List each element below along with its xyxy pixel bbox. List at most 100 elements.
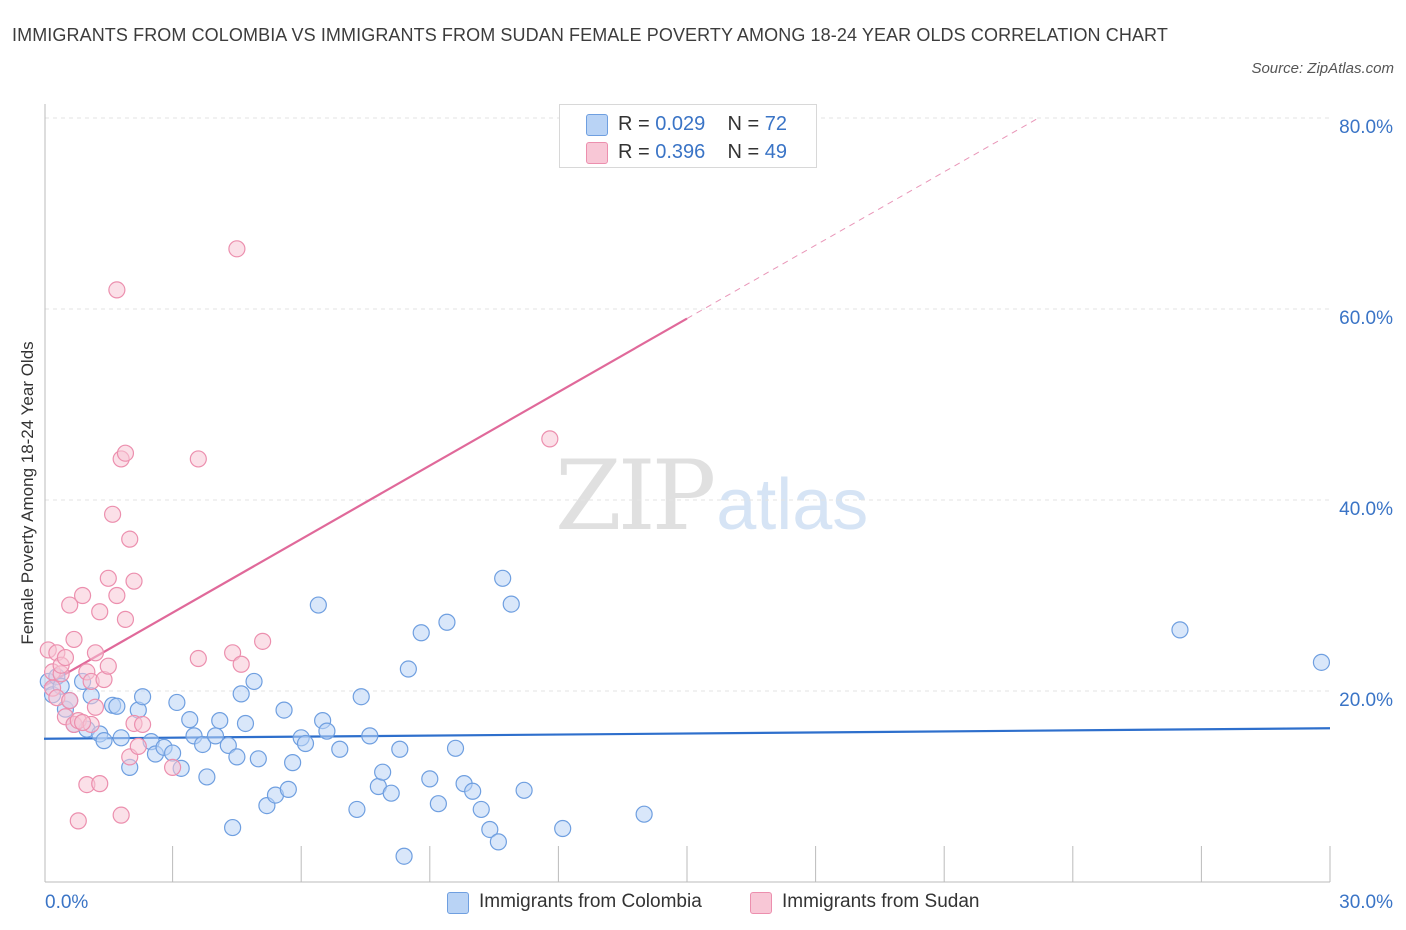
colombia-trend-line xyxy=(43,727,1331,740)
colombia-point xyxy=(168,693,186,712)
legend-row-colombia-text: R = 0.029 N = 72 xyxy=(618,110,787,138)
sudan-point xyxy=(189,649,207,668)
n-label: N = xyxy=(727,141,760,163)
sudan-point xyxy=(133,715,152,734)
colombia-point xyxy=(331,740,349,758)
sudan-point xyxy=(129,737,147,755)
sudan-trend-line xyxy=(43,317,688,688)
sudan-point xyxy=(86,698,105,716)
colombia-point xyxy=(309,596,327,614)
colombia-point xyxy=(279,780,297,798)
y-tick-label: 40.0% xyxy=(1339,499,1393,520)
colombia-point xyxy=(318,722,336,740)
sudan-point xyxy=(99,657,117,675)
sudan-swatch xyxy=(586,142,608,164)
data-points xyxy=(39,240,1331,865)
gridlines xyxy=(45,117,1330,692)
colombia-point xyxy=(361,727,379,745)
colombia-point xyxy=(464,782,482,800)
r-value: 0.396 xyxy=(655,141,706,163)
colombia-point xyxy=(232,685,250,703)
sudan-point xyxy=(91,775,109,793)
sudan-point xyxy=(116,610,135,628)
n-label: N = xyxy=(727,113,760,135)
sudan-point xyxy=(61,691,79,710)
sudan-trend-extension xyxy=(686,117,1039,319)
source-credit: Source: ZipAtlas.com xyxy=(1251,60,1394,77)
sudan-point xyxy=(116,444,135,462)
colombia-point xyxy=(211,712,229,730)
colombia-legend-label: Immigrants from Colombia xyxy=(479,891,702,912)
colombia-point xyxy=(348,800,366,819)
n-value: 49 xyxy=(764,141,788,163)
sudan-point xyxy=(232,655,250,673)
colombia-point xyxy=(224,818,242,837)
sudan-point xyxy=(224,644,242,662)
r-label: R = xyxy=(618,113,650,135)
colombia-point xyxy=(296,734,315,753)
colombia-point xyxy=(198,768,216,786)
colombia-point xyxy=(1171,621,1189,639)
colombia-point xyxy=(502,595,520,613)
sudan-point xyxy=(103,505,122,523)
colombia-point xyxy=(228,748,246,766)
r-value: 0.029 xyxy=(655,113,706,135)
colombia-point xyxy=(133,688,152,706)
y-tick-label: 80.0% xyxy=(1339,117,1393,138)
colombia-point xyxy=(412,624,430,642)
colombia-point xyxy=(635,805,653,823)
colombia-point xyxy=(395,847,413,865)
sudan-point xyxy=(69,812,87,830)
colombia-point xyxy=(515,781,533,799)
colombia-point xyxy=(489,833,507,851)
colombia-point xyxy=(399,660,417,678)
sudan-point xyxy=(164,758,182,777)
colombia-point xyxy=(219,736,237,755)
colombia-point xyxy=(108,697,126,715)
colombia-point xyxy=(1312,653,1331,671)
sudan-point xyxy=(108,281,126,299)
colombia-point xyxy=(391,740,409,758)
sudan-point xyxy=(73,713,92,732)
sudan-point xyxy=(99,569,117,587)
y-tick-label: 20.0% xyxy=(1339,690,1393,711)
colombia-point xyxy=(438,613,456,631)
series-legend: Immigrants from Colombia Immigrants from… xyxy=(0,888,1406,916)
colombia-point xyxy=(374,763,392,781)
sudan-point xyxy=(112,806,130,824)
y-axis-label: Female Poverty Among 18-24 Year Olds xyxy=(18,341,37,645)
legend-row-sudan-text: R = 0.396 N = 49 xyxy=(618,138,787,166)
correlation-legend: R = 0.029 N = 72 R = 0.396 N = 49 xyxy=(559,104,817,168)
sudan-point xyxy=(56,648,75,667)
sudan-point xyxy=(121,530,139,548)
colombia-point xyxy=(112,729,130,747)
r-label: R = xyxy=(618,141,650,163)
tick-labels: 20.0% 40.0% 60.0% 80.0% 0.0% 30.0% xyxy=(45,117,1393,913)
colombia-point xyxy=(352,688,370,706)
sudan-point xyxy=(189,450,207,468)
sudan-point xyxy=(254,632,272,650)
y-tick-label: 60.0% xyxy=(1339,308,1393,329)
sudan-point xyxy=(73,586,92,605)
colombia-point xyxy=(481,820,499,839)
sudan-legend-label: Immigrants from Sudan xyxy=(782,891,980,912)
trend-lines xyxy=(43,117,1331,740)
sudan-point xyxy=(86,644,105,662)
sudan-point xyxy=(108,586,126,605)
colombia-point xyxy=(275,701,293,719)
colombia-swatch xyxy=(586,114,608,136)
colombia-point xyxy=(164,744,182,762)
colombia-point xyxy=(284,754,302,772)
n-value: 72 xyxy=(764,113,788,135)
x-tick-label: 30.0% xyxy=(1339,892,1393,913)
x-tick-label: 0.0% xyxy=(45,892,88,913)
axes xyxy=(44,104,1331,883)
colombia-point xyxy=(249,750,267,768)
colombia-point xyxy=(181,711,199,729)
chart-title: IMMIGRANTS FROM COLOMBIA VS IMMIGRANTS F… xyxy=(12,25,1168,45)
colombia-point xyxy=(236,714,255,733)
sudan-point xyxy=(228,240,246,258)
sudan-point xyxy=(125,572,143,590)
colombia-point xyxy=(429,795,447,813)
